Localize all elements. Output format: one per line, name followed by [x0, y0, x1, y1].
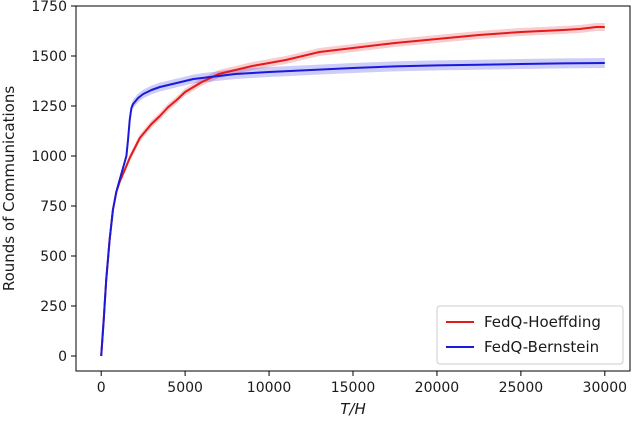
legend: FedQ-Hoeffding FedQ-Bernstein	[436, 305, 624, 365]
series-line-fedq-bernstein	[100, 62, 605, 357]
x-axis-ticks: 0 5000 10000 15000 20000 25000 30000	[97, 371, 627, 396]
y-tick-label: 1250	[31, 99, 67, 115]
y-axis-ticks: 0 250 500 750 1000 1250 1500 1750	[31, 0, 76, 365]
x-tick-label: 10000	[247, 380, 292, 396]
y-tick-label: 0	[58, 349, 67, 365]
y-axis-label: Rounds of Communications	[0, 86, 18, 291]
x-tick-label: 0	[97, 380, 106, 396]
y-tick-label: 500	[40, 249, 67, 265]
band-fedq-bernstein	[101, 58, 605, 356]
legend-box	[436, 305, 624, 365]
y-tick-label: 1750	[31, 0, 67, 15]
y-tick-label: 250	[40, 299, 67, 315]
confidence-bands	[101, 23, 605, 356]
y-tick-label: 750	[40, 199, 67, 215]
x-tick-label: 25000	[499, 380, 544, 396]
x-tick-label: 15000	[331, 380, 376, 396]
x-tick-label: 30000	[583, 380, 628, 396]
series-lines	[100, 26, 605, 357]
y-tick-label: 1500	[31, 49, 67, 65]
y-tick-label: 1000	[31, 149, 67, 165]
legend-label-fedq-bernstein: FedQ-Bernstein	[484, 338, 599, 356]
x-tick-label: 5000	[167, 380, 203, 396]
x-tick-label: 20000	[415, 380, 460, 396]
legend-label-fedq-hoeffding: FedQ-Hoeffding	[484, 313, 601, 331]
x-axis-label: T/H	[340, 400, 366, 418]
